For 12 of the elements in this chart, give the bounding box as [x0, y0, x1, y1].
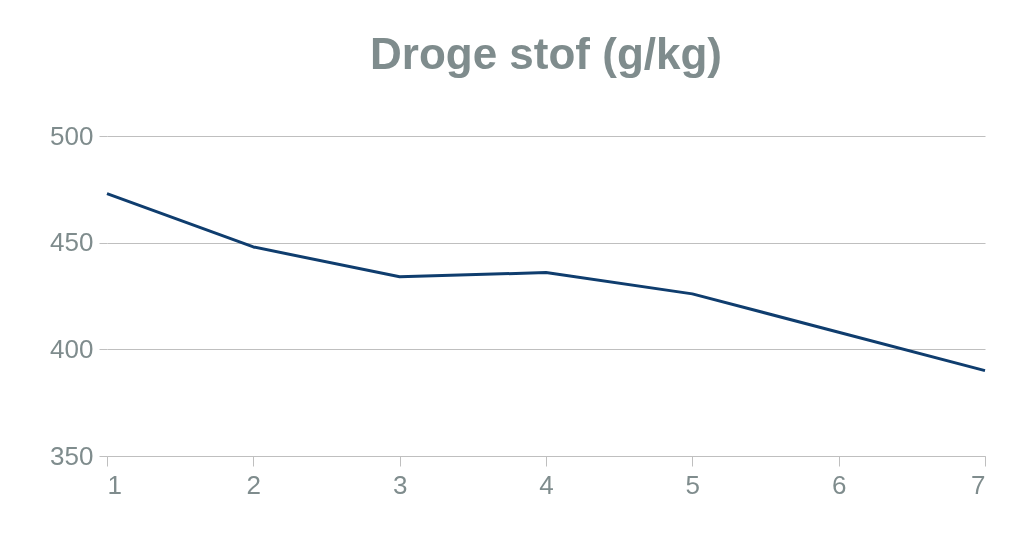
x-tick-label: 3: [392, 469, 408, 500]
y-tick-label: 350: [50, 440, 94, 471]
x-tick-label: 4: [539, 469, 554, 500]
y-tick-label: 400: [50, 333, 94, 364]
x-tick-label: 5: [685, 469, 701, 500]
x-tick-label: 7: [971, 469, 986, 500]
y-tick-label: 500: [50, 120, 94, 151]
y-tick-label: 450: [50, 227, 94, 258]
x-tick-label: 6: [831, 469, 847, 500]
chart-title: Droge stof (g/kg): [370, 29, 722, 78]
x-tick-label: 1: [107, 469, 122, 500]
x-tick-label: 2: [246, 469, 262, 500]
